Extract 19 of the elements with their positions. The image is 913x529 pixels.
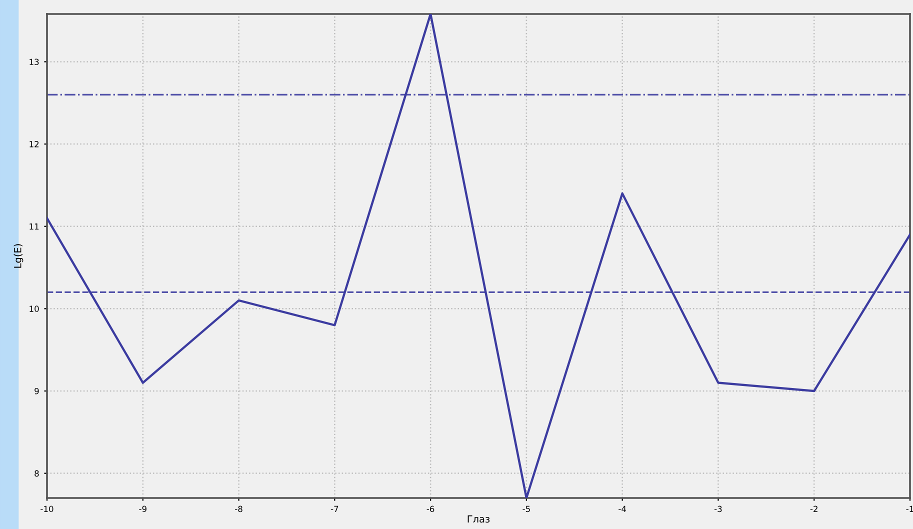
- x-tick-label: -5: [522, 506, 530, 512]
- y-tick-label: 11: [30, 223, 39, 230]
- x-tick-label: -8: [235, 506, 242, 512]
- x-tick-label: -10: [40, 506, 54, 512]
- x-tick-label: -6: [426, 506, 434, 512]
- x-tick-label: -9: [139, 506, 146, 512]
- x-tick-label: -3: [714, 506, 722, 512]
- x-axis-title: Глаз: [468, 515, 490, 523]
- x-tick-label: -1: [906, 506, 913, 512]
- y-tick-label: 8: [34, 470, 39, 477]
- y-tick-label: 10: [30, 306, 39, 312]
- y-tick-label: 12: [30, 141, 39, 148]
- y-axis-title: Lg(E): [14, 244, 24, 268]
- y-tick-label: 13: [30, 58, 39, 66]
- y-tick-label: 9: [34, 388, 39, 394]
- line-series: [47, 14, 910, 498]
- x-tick-label: -2: [810, 506, 818, 512]
- x-tick-label: -7: [330, 506, 338, 512]
- x-tick-label: -4: [618, 506, 626, 512]
